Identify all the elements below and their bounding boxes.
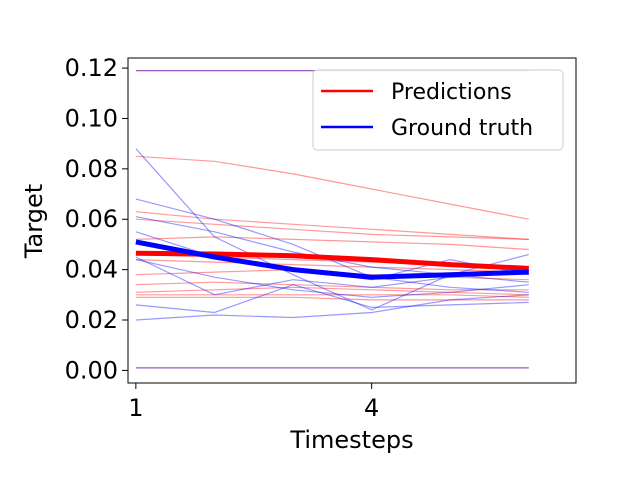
prediction-sample-line-8 — [135, 286, 529, 296]
legend-label-predictions: Predictions — [391, 80, 512, 105]
ground-truth-sample-line-4 — [135, 259, 529, 298]
y-tick-label: 0.02 — [65, 306, 118, 334]
prediction-sample-line-7 — [135, 281, 529, 291]
y-tick-label: 0.04 — [65, 256, 118, 284]
ground-truth-mean-line — [135, 239, 529, 280]
prediction-sample-line-2 — [135, 218, 529, 240]
prediction-sample-line-5 — [135, 259, 529, 273]
y-tick-label: 0.00 — [65, 356, 118, 384]
legend-box — [312, 69, 564, 151]
prediction-sample-line-3 — [135, 236, 529, 251]
legend: Predictions Ground truth — [312, 69, 564, 151]
y-tick-label: 0.08 — [65, 155, 118, 183]
x-tick-label: 4 — [364, 394, 379, 422]
prediction-sample-line-0 — [135, 155, 529, 220]
prediction-sample-line-1 — [135, 211, 529, 240]
x-axis-title: Timesteps — [289, 426, 413, 454]
legend-label-ground-truth: Ground truth — [391, 116, 533, 141]
y-tick-label: 0.10 — [65, 104, 118, 132]
ground-truth-sample-line-1 — [135, 198, 529, 293]
y-tick-label: 0.06 — [65, 205, 118, 233]
y-axis: 0.00 0.02 0.04 0.06 0.08 0.10 0.12 — [65, 54, 128, 384]
ground-truth-sample-line-6 — [135, 294, 529, 321]
prediction-sample-line-10 — [135, 296, 529, 301]
y-axis-title: Target — [20, 184, 48, 259]
ground-truth-sample-line-5 — [135, 284, 529, 314]
x-tick-label: 1 — [128, 394, 143, 422]
prediction-sample-line-9 — [135, 294, 529, 298]
mean-lines — [135, 239, 529, 280]
ground-truth-sample-line-0 — [135, 148, 529, 311]
y-tick-label: 0.12 — [65, 54, 118, 82]
plot-frame — [127, 57, 577, 384]
